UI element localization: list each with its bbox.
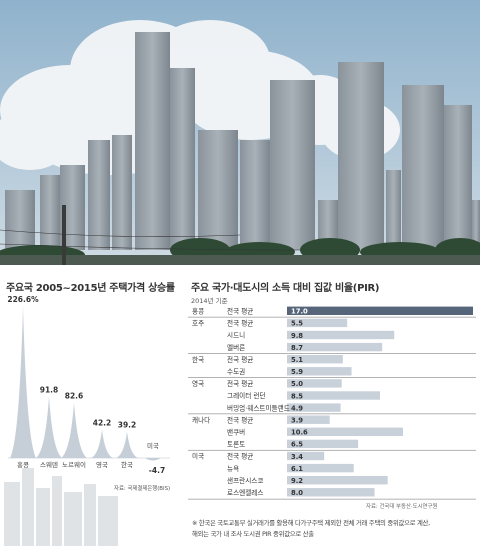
price-growth-chart: 226.6% 홍콩 91.8 스웨덴 82.6 노르웨이 42.2 영국 39.2 한국 -4.7 미…: [4, 295, 170, 546]
pir-bar: [287, 355, 343, 364]
pir-bar: [287, 463, 354, 473]
peak-mark: [61, 402, 87, 458]
pir-bar: [287, 318, 348, 328]
pir-bar: [287, 367, 352, 376]
right-chart-title: 주요 국가·대도시의 소득 대비 집값 비율(PIR): [191, 283, 380, 294]
pir-value-label: 10.6: [291, 429, 308, 437]
peak-value-label: -4.7: [149, 466, 165, 475]
category-label: 노르웨이: [62, 460, 86, 469]
pir-value-label: 5.5: [291, 320, 303, 328]
city-label: 토론토: [227, 441, 245, 449]
pir-bar: [287, 488, 375, 497]
country-label: 미국: [192, 452, 204, 461]
footnote-2: 해외는 국가 내 조사 도시권 PIR 중위값으로 산출: [192, 530, 314, 538]
footnote-1: ※ 한국은 국토교통부 실거래가를 활용해 다가구주택 제외한 전체 거래 주택…: [192, 519, 430, 527]
peak-value-label: 91.8: [40, 385, 59, 394]
category-label: 미국: [147, 441, 159, 450]
skyline-photo: [0, 0, 480, 265]
pir-value-label: 3.4: [291, 453, 303, 461]
bottom-city-silhouette: [4, 468, 118, 546]
right-chart-subtitle: 2014년 기준: [191, 297, 228, 305]
city-label: 그레이터 런던: [227, 391, 266, 400]
city-label: 전국 평균: [227, 379, 253, 388]
pir-bar: [287, 403, 341, 412]
city-label: 멜버른: [227, 343, 245, 352]
peak-mark: [10, 306, 36, 458]
city-label: 전국 평균: [227, 319, 253, 328]
category-label: 홍콩: [17, 460, 29, 469]
city-label: 시드니: [227, 331, 245, 340]
city-label: 샌프란시스코: [227, 476, 263, 485]
peak-value-label: 226.6%: [7, 295, 39, 304]
peak-mark: [36, 396, 62, 458]
left-chart-title: 주요국 2005~2015년 주택가격 상승률: [6, 283, 175, 294]
peak-mark: [145, 458, 161, 461]
city-label: 전국 평균: [227, 307, 253, 316]
pir-value-label: 6.5: [291, 441, 303, 449]
country-label: 캐나다: [192, 415, 210, 424]
category-label: 영국: [96, 460, 108, 469]
right-chart-source: 자료: 건국대 부동산·도시연구원: [366, 504, 438, 510]
pir-bar: [287, 306, 473, 315]
pir-bar: [287, 427, 403, 436]
peak-mark: [116, 431, 138, 458]
peak-mark: [91, 429, 113, 458]
pir-bar: [287, 439, 359, 449]
pir-bar: [287, 330, 395, 340]
pir-value-label: 8.7: [291, 344, 303, 352]
pir-value-label: 5.0: [291, 380, 303, 388]
category-label: 스웨덴: [40, 460, 58, 469]
city-label: 뉴욕: [227, 465, 239, 473]
pir-value-label: 4.9: [291, 404, 303, 412]
pir-value-label: 5.9: [291, 368, 303, 376]
peak-value-label: 39.2: [118, 421, 137, 430]
country-label: 홍콩: [192, 307, 204, 316]
pir-bar: [287, 379, 342, 388]
city-label: 전국 평균: [227, 415, 253, 424]
pir-bar: [287, 451, 325, 461]
category-label: 한국: [121, 461, 133, 469]
pir-value-label: 17.0: [291, 308, 308, 316]
peak-value-label: 42.2: [93, 419, 112, 428]
pir-value-label: 8.5: [291, 392, 303, 400]
country-label: 한국: [192, 356, 204, 364]
pir-value-label: 3.9: [291, 417, 303, 425]
city-label: 전국 평균: [227, 452, 253, 461]
pir-bar: [287, 415, 330, 424]
city-label: 전국 평균: [227, 355, 253, 364]
buildings: [5, 32, 480, 250]
left-chart-source: 자료: 국제결제은행(BIS): [114, 486, 171, 492]
pir-bar: [287, 476, 388, 485]
pir-value-label: 6.1: [291, 465, 303, 473]
city-label: 버밍엄·웨스트미들랜드: [227, 403, 290, 412]
city-label: 로스엔젤레스: [227, 488, 263, 497]
city-label: 수도권: [227, 368, 245, 376]
country-label: 호주: [192, 320, 204, 328]
pir-value-label: 8.0: [291, 489, 303, 497]
peak-value-label: 82.6: [65, 392, 84, 401]
city-label: 밴쿠버: [227, 428, 245, 437]
pir-value-label: 5.1: [291, 356, 303, 364]
pir-value-label: 9.2: [291, 477, 303, 485]
pir-bar: [287, 342, 383, 352]
pir-value-label: 9.8: [291, 332, 303, 340]
pir-bar: [287, 391, 380, 400]
country-label: 영국: [192, 379, 204, 388]
